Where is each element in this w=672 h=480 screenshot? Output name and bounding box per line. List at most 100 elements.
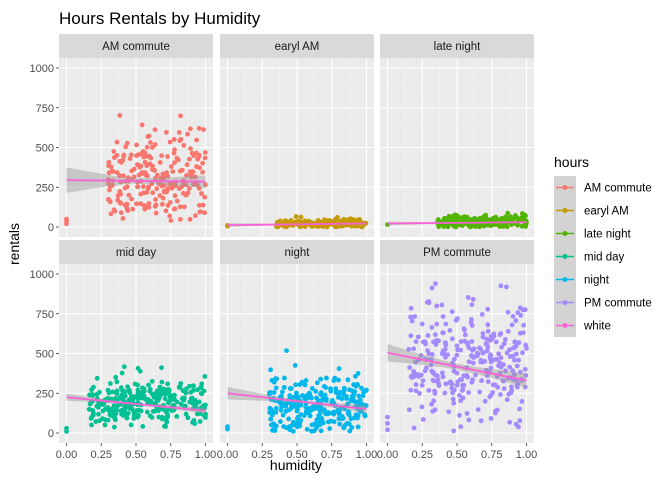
data-point: [407, 365, 413, 370]
data-point: [324, 375, 329, 381]
data-point: [416, 374, 422, 379]
data-point: [121, 364, 127, 370]
data-point: [93, 419, 99, 424]
data-point: [114, 139, 120, 145]
data-point: [464, 372, 470, 378]
data-point: [309, 422, 315, 428]
data-point: [469, 379, 475, 385]
data-point: [501, 378, 507, 384]
data-point: [184, 173, 189, 178]
data-point: [89, 392, 95, 397]
data-point: [522, 366, 528, 372]
data-point: [331, 411, 337, 417]
x-tick-label: 0.50: [125, 449, 146, 461]
legend-label: late night: [584, 229, 631, 241]
data-point: [107, 187, 112, 193]
data-point: [337, 219, 343, 225]
x-tick-label: 1.00: [356, 449, 377, 461]
data-point: [125, 208, 131, 214]
data-point: [134, 153, 139, 158]
data-point: [478, 418, 484, 424]
data-point: [87, 401, 93, 407]
data-point: [482, 398, 488, 404]
data-point: [408, 387, 414, 393]
data-point: [64, 425, 69, 431]
data-point: [411, 346, 417, 352]
data-point: [118, 385, 124, 391]
data-point: [362, 403, 368, 409]
data-point: [94, 392, 100, 397]
x-tick-label: 0.50: [286, 449, 307, 461]
data-point: [150, 163, 156, 169]
data-point: [509, 322, 515, 328]
data-point: [106, 159, 112, 165]
data-point: [163, 129, 169, 135]
data-point: [139, 122, 145, 128]
legend-item: AM commute: [554, 176, 652, 199]
data-point: [118, 395, 123, 400]
data-point: [474, 350, 480, 356]
data-point: [493, 339, 499, 345]
data-point: [482, 217, 487, 223]
data-point: [278, 407, 284, 413]
facet-panel: night 0.00 0.25 0.50 0.75 1.00: [217, 240, 377, 461]
data-point: [153, 210, 159, 216]
data-point: [192, 421, 198, 427]
data-point: [129, 406, 135, 412]
data-point: [385, 427, 390, 433]
data-point: [119, 407, 125, 413]
data-point: [425, 333, 431, 338]
data-point: [306, 406, 312, 411]
trend-line: [387, 351, 527, 382]
data-point: [114, 404, 120, 410]
data-point: [164, 419, 170, 425]
data-point: [470, 354, 476, 360]
data-point: [443, 381, 449, 387]
legend-key-point: [562, 231, 568, 236]
data-point: [268, 407, 274, 413]
data-point: [159, 201, 165, 207]
data-point: [273, 409, 279, 415]
data-point: [281, 384, 287, 390]
data-point: [471, 346, 477, 352]
data-point: [318, 428, 324, 434]
data-point: [146, 382, 151, 388]
data-point: [143, 172, 149, 178]
data-point: [355, 370, 361, 376]
data-point: [165, 381, 171, 387]
y-tick-label: 500: [36, 143, 54, 155]
data-point: [323, 218, 329, 224]
data-point: [202, 194, 208, 200]
data-point: [467, 216, 473, 222]
data-point: [327, 426, 333, 431]
data-point: [521, 322, 527, 328]
data-point: [128, 422, 134, 428]
data-point: [126, 192, 132, 198]
legend-key-point: [562, 254, 568, 259]
data-point: [106, 170, 112, 176]
data-point: [432, 388, 437, 394]
data-point: [413, 382, 419, 387]
data-point: [454, 352, 460, 358]
data-point: [512, 339, 518, 345]
data-point: [150, 144, 155, 150]
data-point: [440, 374, 446, 380]
data-point: [332, 217, 338, 222]
data-point: [135, 184, 141, 190]
data-point: [110, 169, 116, 175]
data-point: [504, 397, 510, 403]
facet-strip: [220, 240, 374, 264]
data-point: [503, 368, 508, 374]
data-point: [359, 408, 365, 414]
data-point: [152, 168, 157, 173]
data-point: [112, 412, 117, 418]
data-point: [189, 398, 195, 403]
data-point: [292, 363, 298, 368]
data-point: [462, 327, 467, 333]
data-point: [448, 379, 453, 385]
data-point: [349, 425, 355, 430]
data-point: [194, 137, 200, 143]
data-point: [187, 383, 193, 389]
data-point: [522, 307, 528, 313]
data-point: [96, 411, 101, 417]
